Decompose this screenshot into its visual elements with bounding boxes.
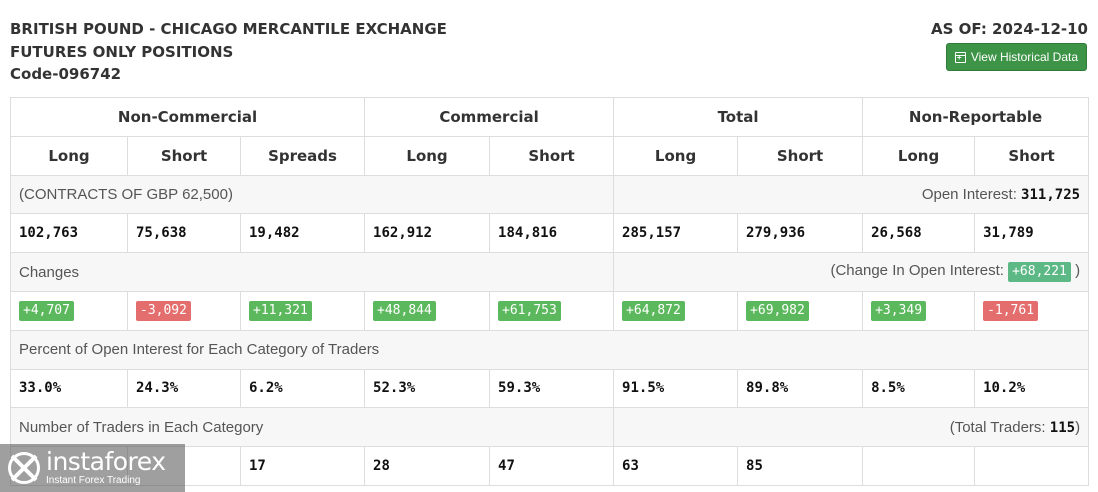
position-cell: 162,912	[364, 213, 491, 254]
watermark-name: instaforex	[46, 447, 166, 476]
changes-row: +4,707 -3,092 +11,321 +48,844 +61,753 +6…	[10, 290, 1090, 331]
traders-cell: 28	[364, 446, 491, 486]
change-oi-close: )	[1075, 262, 1081, 280]
change-cell: +48,844	[364, 290, 491, 331]
contracts-label: (CONTRACTS OF GBP 62,500)	[9, 174, 615, 215]
total-traders-value: 115	[1049, 419, 1076, 436]
contracts-band-row: (CONTRACTS OF GBP 62,500) Open Interest:…	[9, 174, 1090, 215]
traders-label: Number of Traders in Each Category	[9, 407, 615, 448]
traders-cell: 85	[737, 446, 864, 486]
traders-cell: 17	[239, 446, 366, 486]
percent-cell: 33.0%	[10, 368, 128, 409]
change-cell: +3,349	[862, 290, 976, 331]
percent-cell: 91.5%	[613, 368, 739, 409]
position-cell: 102,763	[10, 213, 128, 254]
percent-label: Percent of Open Interest for Each Catego…	[9, 329, 1090, 370]
change-badge: +61,753	[498, 300, 561, 321]
changes-band-row: Changes (Change In Open Interest: +68,22…	[9, 252, 1090, 292]
traders-cell	[974, 446, 1090, 486]
change-cell: +69,982	[737, 290, 864, 331]
col-header: Long	[364, 135, 491, 176]
changes-label: Changes	[9, 252, 615, 292]
change-cell: -3,092	[127, 290, 241, 331]
change-cell: -1,761	[974, 290, 1090, 331]
group-header-row: Non-Commercial Commercial Total Non-Repo…	[9, 97, 1090, 137]
change-badge: +48,844	[373, 300, 436, 321]
traders-band-row: Number of Traders in Each Category (Tota…	[9, 407, 1090, 448]
percent-cell: 24.3%	[127, 368, 241, 409]
change-oi-badge: +68,221	[1008, 262, 1071, 283]
traders-cell	[862, 446, 976, 486]
report-title: BRITISH POUND - CHICAGO MERCANTILE EXCHA…	[10, 18, 447, 86]
traders-row: 17 28 47 63 85	[10, 446, 1090, 486]
percent-cell: 52.3%	[364, 368, 491, 409]
positions-row: 102,763 75,638 19,482 162,912 184,816 28…	[10, 213, 1090, 254]
position-cell: 26,568	[862, 213, 976, 254]
cot-table: Non-Commercial Commercial Total Non-Repo…	[9, 97, 1090, 486]
calendar-plus-icon	[954, 51, 966, 63]
percents-row: 33.0% 24.3% 6.2% 52.3% 59.3% 91.5% 89.8%…	[10, 368, 1090, 409]
position-cell: 184,816	[489, 213, 615, 254]
group-non-reportable: Non-Reportable	[862, 97, 1090, 137]
watermark-tagline: Instant Forex Trading	[46, 475, 141, 486]
change-badge: -1,761	[983, 300, 1039, 321]
percent-cell: 6.2%	[239, 368, 366, 409]
title-code: Code-096742	[10, 65, 122, 83]
group-commercial: Commercial	[364, 97, 615, 137]
change-open-interest-cell: (Change In Open Interest: +68,221 )	[613, 252, 1090, 292]
open-interest-cell: Open Interest: 311,725	[613, 174, 1090, 215]
report-header: BRITISH POUND - CHICAGO MERCANTILE EXCHA…	[10, 18, 1088, 88]
change-oi-label: (Change In Open Interest:	[830, 262, 1004, 280]
group-non-commercial: Non-Commercial	[9, 97, 366, 137]
title-line-1: BRITISH POUND - CHICAGO MERCANTILE EXCHA…	[10, 20, 447, 38]
col-header: Spreads	[239, 135, 366, 176]
position-cell: 279,936	[737, 213, 864, 254]
percent-cell: 10.2%	[974, 368, 1090, 409]
change-badge: -3,092	[136, 300, 191, 321]
percent-cell: 89.8%	[737, 368, 864, 409]
as-of-date: AS OF: 2024-12-10	[931, 20, 1088, 38]
group-total: Total	[613, 97, 864, 137]
change-badge: +11,321	[249, 300, 312, 321]
col-header: Short	[127, 135, 241, 176]
column-header-row: Long Short Spreads Long Short Long Short…	[10, 135, 1090, 176]
position-cell: 75,638	[127, 213, 241, 254]
position-cell: 19,482	[239, 213, 366, 254]
col-header: Long	[862, 135, 976, 176]
total-traders-close: )	[1075, 418, 1081, 436]
position-cell: 31,789	[974, 213, 1090, 254]
change-badge: +3,349	[871, 300, 927, 321]
col-header: Short	[974, 135, 1090, 176]
total-traders-label: (Total Traders:	[949, 418, 1046, 436]
position-cell: 285,157	[613, 213, 739, 254]
change-cell: +11,321	[239, 290, 366, 331]
traders-cell: 47	[489, 446, 615, 486]
col-header: Short	[489, 135, 615, 176]
total-traders-cell: (Total Traders: 115)	[613, 407, 1090, 448]
col-header: Short	[737, 135, 864, 176]
instaforex-logo-icon	[8, 452, 40, 484]
percent-cell: 59.3%	[489, 368, 615, 409]
view-historical-data-button[interactable]: View Historical Data	[945, 43, 1087, 71]
open-interest-value: 311,725	[1021, 186, 1081, 203]
percent-band-row: Percent of Open Interest for Each Catego…	[9, 329, 1090, 370]
percent-cell: 8.5%	[862, 368, 976, 409]
title-line-2: FUTURES ONLY POSITIONS	[10, 42, 234, 61]
instaforex-watermark: instaforex Instant Forex Trading	[0, 444, 185, 492]
open-interest-label: Open Interest:	[921, 185, 1017, 203]
change-cell: +64,872	[613, 290, 739, 331]
traders-cell: 63	[613, 446, 739, 486]
change-badge: +4,707	[19, 300, 74, 321]
change-badge: +69,982	[746, 300, 809, 321]
col-header: Long	[10, 135, 128, 176]
change-badge: +64,872	[622, 300, 685, 321]
col-header: Long	[613, 135, 739, 176]
view-historical-data-label: View Historical Data	[970, 50, 1078, 64]
change-cell: +4,707	[10, 290, 128, 331]
change-cell: +61,753	[489, 290, 615, 331]
watermark-text: instaforex Instant Forex Trading	[46, 449, 166, 487]
